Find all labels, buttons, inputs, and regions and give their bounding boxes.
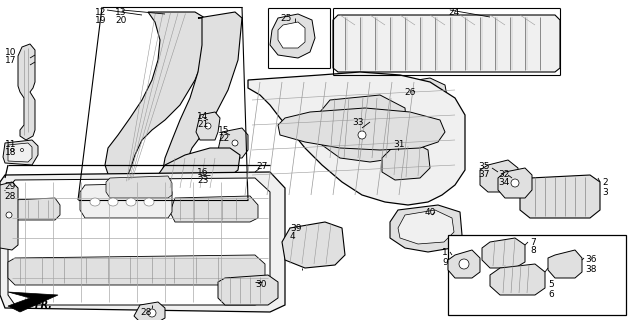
Text: 29: 29 — [4, 182, 15, 191]
Text: 28: 28 — [140, 308, 151, 317]
Text: 39: 39 — [290, 224, 302, 233]
Text: 13: 13 — [115, 8, 126, 17]
Text: 10: 10 — [5, 48, 16, 57]
Ellipse shape — [144, 198, 154, 206]
Polygon shape — [278, 22, 305, 48]
Polygon shape — [520, 175, 600, 218]
Polygon shape — [8, 178, 270, 305]
Polygon shape — [398, 210, 454, 244]
Polygon shape — [548, 250, 582, 278]
Text: 14: 14 — [197, 112, 208, 121]
Polygon shape — [405, 85, 440, 112]
Circle shape — [232, 140, 238, 146]
Text: 27: 27 — [256, 162, 268, 171]
Text: 34: 34 — [498, 178, 509, 187]
Polygon shape — [390, 205, 462, 252]
Text: 33: 33 — [352, 118, 363, 127]
Circle shape — [459, 259, 469, 269]
Polygon shape — [134, 302, 165, 320]
Text: 2: 2 — [602, 178, 608, 187]
Circle shape — [205, 123, 211, 129]
Polygon shape — [448, 250, 480, 278]
Circle shape — [20, 148, 23, 151]
Polygon shape — [0, 182, 18, 250]
Ellipse shape — [108, 198, 118, 206]
Polygon shape — [498, 168, 532, 198]
Text: 15: 15 — [218, 126, 230, 135]
Polygon shape — [18, 44, 35, 140]
Circle shape — [358, 131, 366, 139]
Polygon shape — [80, 183, 172, 218]
Text: FR.: FR. — [35, 300, 53, 310]
Text: 1: 1 — [442, 248, 448, 257]
Text: 22: 22 — [218, 134, 229, 143]
Text: 40: 40 — [425, 208, 437, 217]
Text: 31: 31 — [393, 140, 404, 149]
Polygon shape — [8, 143, 32, 162]
Polygon shape — [490, 264, 545, 295]
Polygon shape — [278, 108, 445, 150]
Text: 38: 38 — [585, 265, 596, 274]
Text: 9: 9 — [442, 258, 448, 267]
Polygon shape — [3, 140, 38, 165]
Polygon shape — [0, 172, 285, 312]
Polygon shape — [8, 198, 60, 220]
Text: 28: 28 — [4, 192, 15, 201]
Text: 37: 37 — [478, 170, 490, 179]
Text: 23: 23 — [197, 176, 208, 185]
Polygon shape — [270, 14, 315, 58]
Text: 3: 3 — [602, 188, 608, 197]
Text: 4: 4 — [290, 232, 296, 241]
Text: 17: 17 — [5, 56, 16, 65]
Text: 26: 26 — [404, 88, 415, 97]
Circle shape — [148, 309, 156, 317]
Polygon shape — [282, 222, 345, 268]
Polygon shape — [382, 143, 430, 180]
Text: 21: 21 — [197, 120, 208, 129]
Polygon shape — [333, 15, 560, 72]
Ellipse shape — [126, 198, 136, 206]
Text: 25: 25 — [280, 14, 292, 23]
Text: 20: 20 — [115, 16, 126, 25]
Text: 8: 8 — [530, 246, 536, 255]
Text: 36: 36 — [585, 255, 596, 264]
Text: 5: 5 — [548, 280, 554, 289]
Bar — [448, 235, 626, 315]
Text: 30: 30 — [255, 280, 266, 289]
Polygon shape — [320, 95, 408, 162]
Circle shape — [511, 179, 519, 187]
Text: 6: 6 — [548, 290, 554, 299]
Text: 18: 18 — [5, 148, 16, 157]
Polygon shape — [196, 112, 220, 140]
Polygon shape — [218, 275, 278, 305]
Polygon shape — [158, 148, 240, 192]
Polygon shape — [345, 118, 378, 148]
Text: 12: 12 — [95, 8, 107, 17]
Polygon shape — [482, 238, 525, 268]
Polygon shape — [106, 176, 172, 198]
Polygon shape — [8, 255, 265, 285]
Polygon shape — [398, 78, 448, 120]
Text: 35: 35 — [478, 162, 490, 171]
Circle shape — [6, 212, 12, 218]
Text: 7: 7 — [530, 238, 536, 247]
Polygon shape — [480, 160, 518, 192]
Text: 24: 24 — [448, 8, 459, 17]
Circle shape — [11, 148, 13, 151]
Polygon shape — [218, 128, 248, 158]
Text: 32: 32 — [498, 170, 509, 179]
Polygon shape — [162, 12, 242, 188]
Ellipse shape — [90, 198, 100, 206]
Text: 11: 11 — [5, 140, 16, 149]
Text: 16: 16 — [197, 168, 208, 177]
Polygon shape — [170, 196, 258, 222]
Polygon shape — [105, 12, 210, 185]
Polygon shape — [248, 72, 465, 205]
Text: 19: 19 — [95, 16, 107, 25]
Polygon shape — [8, 292, 58, 312]
